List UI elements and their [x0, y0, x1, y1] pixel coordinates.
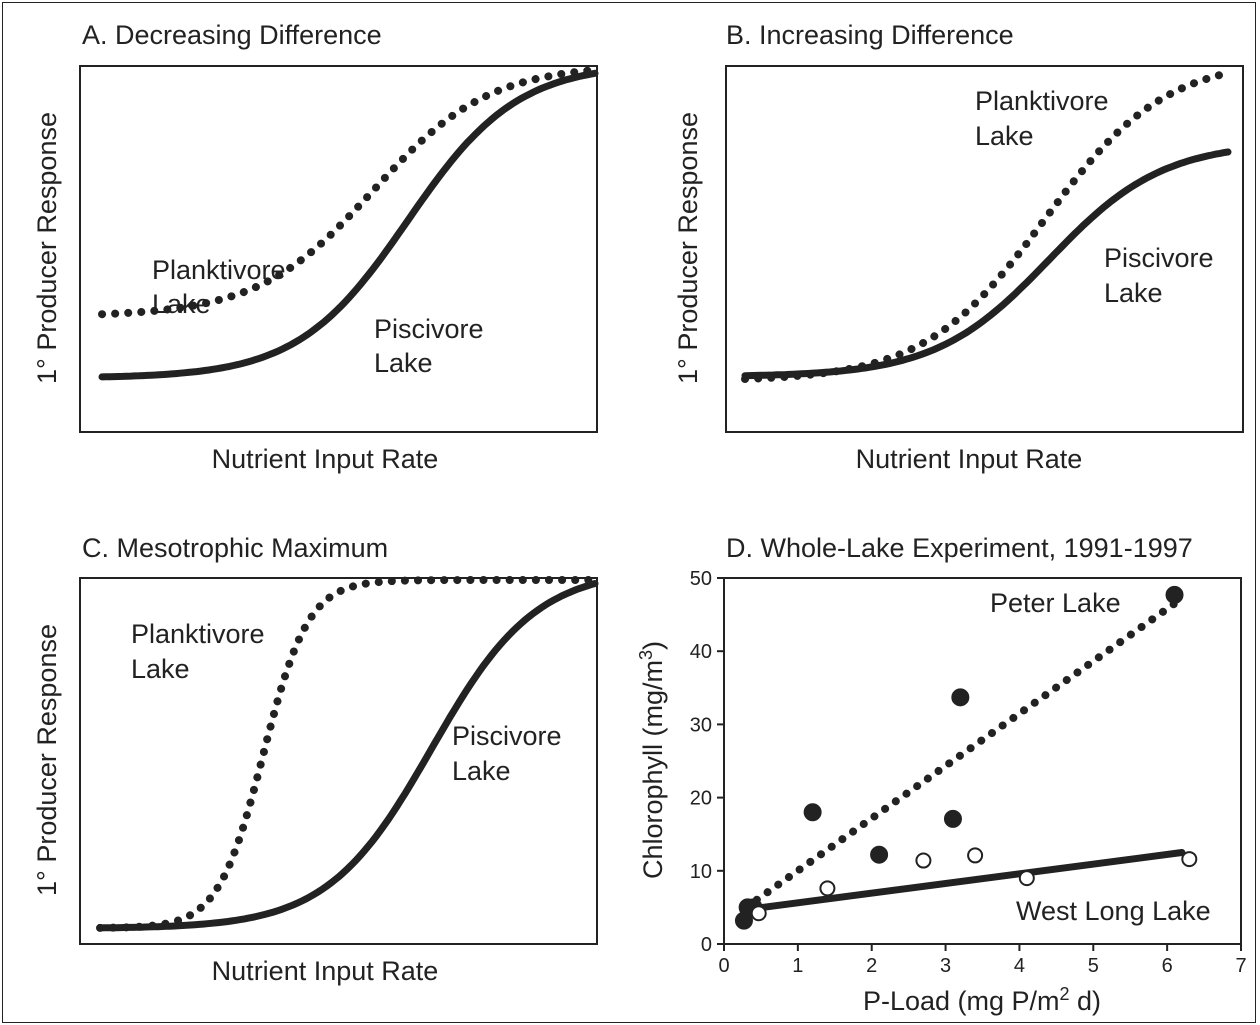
panel-d-x-axis-title-sup: 2: [1060, 984, 1070, 1004]
panel-b-planktivore-label-line2: Lake: [975, 121, 1034, 151]
x-tick-label: 7: [1235, 955, 1246, 977]
panel-d-west-long-lake-fit-line: [742, 849, 1186, 914]
y-tick-label: 20: [690, 788, 712, 810]
peter-lake-data-point: [951, 688, 970, 707]
panel-a-planktivore-label-line1: Planktivore: [152, 255, 286, 285]
panel-c-piscivore-label-line2: Lake: [452, 756, 511, 786]
panel-b-plot-area: [725, 65, 1244, 433]
west-long-lake-data-point: [750, 905, 767, 922]
panel-a-piscivore-curve: [98, 69, 599, 381]
y-tick-label: 10: [690, 861, 712, 883]
panel-a-x-axis-title: Nutrient Input Rate: [212, 444, 439, 474]
y-tick-label: 30: [690, 714, 712, 736]
x-tick-label: 4: [1014, 955, 1025, 977]
panel-c: C. Mesotrophic Maximum Planktivore Lake …: [32, 533, 599, 986]
panel-d-peter-lake-label: Peter Lake: [990, 588, 1121, 618]
panel-c-planktivore-label-line1: Planktivore: [131, 619, 265, 649]
panel-a-planktivore-curve: [98, 66, 599, 319]
panel-d-title: D. Whole-Lake Experiment, 1991-1997: [726, 533, 1193, 563]
panel-a-plot-area: [79, 65, 598, 433]
panel-d-points: [734, 585, 1198, 930]
panel-b-piscivore-label-line2: Lake: [1104, 278, 1163, 308]
panel-c-piscivore-curve: [96, 580, 599, 932]
panel-a-y-axis-title: 1° Producer Response: [32, 112, 62, 384]
panel-d-west-long-lake-label: West Long Lake: [1016, 896, 1211, 926]
x-tick-label: 0: [718, 955, 729, 977]
panel-b-title: B. Increasing Difference: [726, 20, 1014, 50]
peter-lake-data-point: [803, 803, 822, 822]
panel-c-piscivore-label-line1: Piscivore: [452, 721, 562, 751]
y-tick-label: 50: [690, 568, 712, 590]
x-tick-label: 2: [866, 955, 877, 977]
panel-b-planktivore-label-line1: Planktivore: [975, 86, 1109, 116]
panel-b-piscivore-label-line1: Piscivore: [1104, 243, 1214, 273]
panel-a-piscivore-label-line1: Piscivore: [374, 314, 484, 344]
panel-d-y-axis-title-pre: Chlorophyll (mg/m: [638, 660, 668, 879]
panel-d-y-axis-title-post: ): [638, 641, 668, 650]
panel-c-y-axis-title: 1° Producer Response: [32, 624, 62, 896]
x-tick-label: 3: [940, 955, 951, 977]
panel-c-planktivore-curve: [96, 576, 599, 932]
panel-a-planktivore-label-line2: Lake: [152, 289, 211, 319]
x-tick-label: 1: [792, 955, 803, 977]
west-long-lake-data-point: [819, 880, 836, 897]
panel-d-x-axis-title-pre: P-Load (mg P/m: [863, 986, 1060, 1016]
peter-lake-data-point: [1165, 585, 1184, 604]
west-long-lake-data-point: [915, 852, 932, 869]
panel-d-peter-lake-fit-line: [742, 599, 1179, 912]
y-tick-label: 0: [701, 934, 712, 956]
panel-d-y-axis-title: Chlorophyll (mg/m3): [636, 641, 668, 879]
panel-a-title: A. Decreasing Difference: [82, 20, 382, 50]
x-tick-label: 5: [1088, 955, 1099, 977]
panel-c-planktivore-label-line2: Lake: [131, 654, 190, 684]
panel-a: A. Decreasing Difference Planktivore Lak…: [32, 20, 599, 474]
panel-c-title: C. Mesotrophic Maximum: [82, 533, 388, 563]
panel-b-piscivore-curve: [741, 148, 1232, 380]
panel-d-x-axis-title-post: d): [1070, 986, 1102, 1016]
west-long-lake-data-point: [967, 847, 984, 864]
panel-b-x-axis-title: Nutrient Input Rate: [856, 444, 1083, 474]
panel-d-ticks: 0 1 2 3 4 5 6 7 0 10 20 30 40 50: [690, 568, 1247, 977]
west-long-lake-data-point: [1018, 870, 1035, 887]
panel-c-plot-area: [79, 577, 598, 945]
y-tick-label: 40: [690, 641, 712, 663]
panel-b-y-axis-title: 1° Producer Response: [673, 112, 703, 384]
peter-lake-data-point: [943, 809, 962, 828]
panel-c-x-axis-title: Nutrient Input Rate: [212, 956, 439, 986]
panel-d-x-axis-title: P-Load (mg P/m2 d): [863, 984, 1101, 1016]
panel-a-piscivore-label-line2: Lake: [374, 348, 433, 378]
panel-b-planktivore-curve: [741, 69, 1232, 383]
panel-d-y-axis-title-sup: 3: [636, 650, 656, 660]
panel-b: B. Increasing Difference Planktivore Lak…: [673, 20, 1244, 474]
panel-d-plot-area: [723, 577, 1242, 945]
panel-d: D. Whole-Lake Experiment, 1991-1997 0 1 2 3…: [636, 533, 1247, 1016]
x-tick-label: 6: [1162, 955, 1173, 977]
peter-lake-data-point: [870, 845, 889, 864]
west-long-lake-data-point: [1181, 851, 1198, 868]
